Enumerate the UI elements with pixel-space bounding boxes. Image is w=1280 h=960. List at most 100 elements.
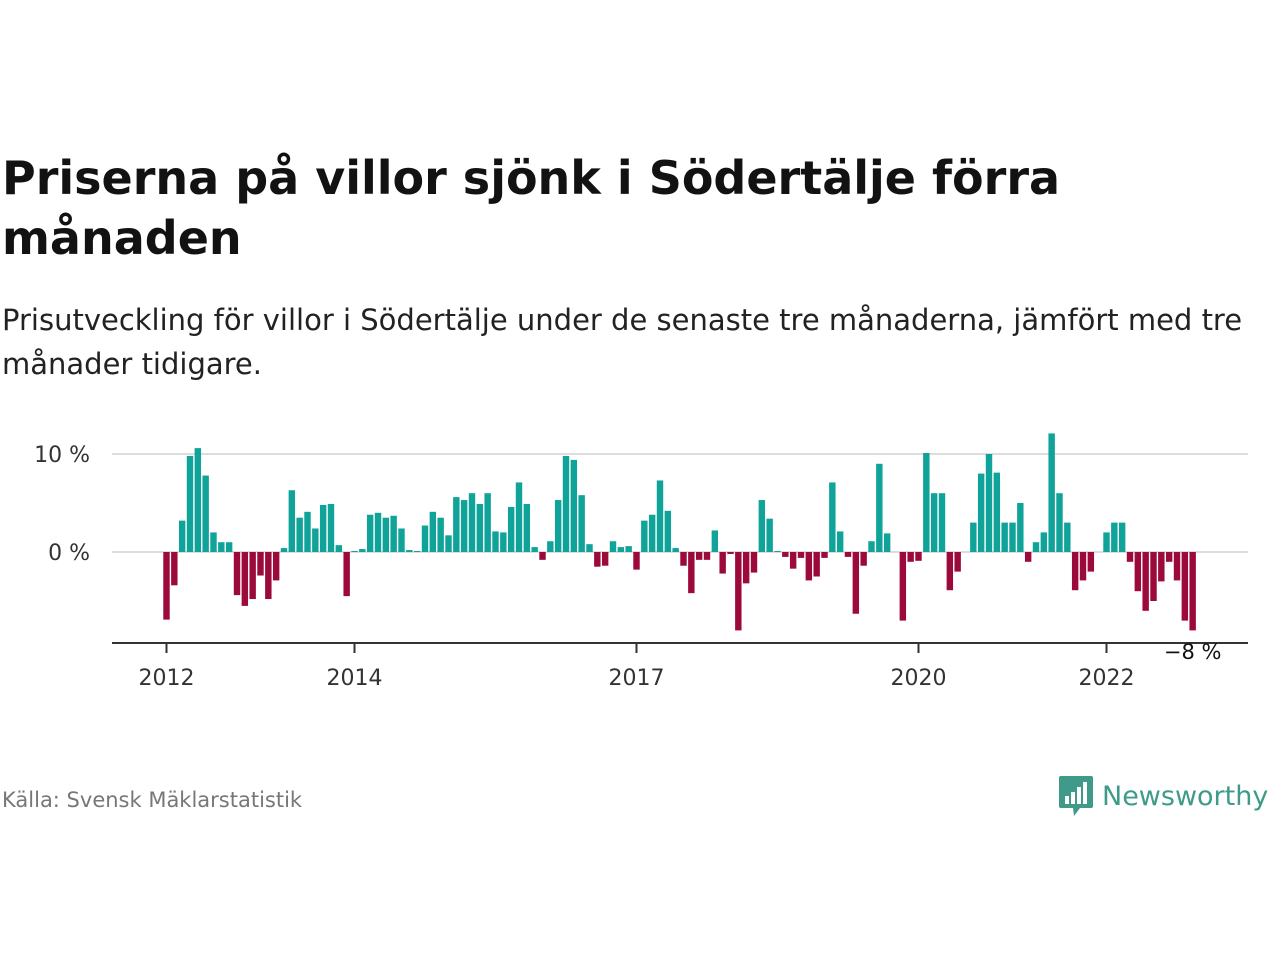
x-tick-label: 2012: [139, 666, 195, 691]
bar: [860, 552, 867, 566]
y-axis-labels: 0 % 10 %: [34, 443, 90, 566]
y-tick-label: 10 %: [34, 443, 90, 468]
bar: [907, 552, 914, 562]
bar: [1048, 433, 1055, 552]
bar: [249, 552, 256, 600]
bar: [727, 552, 734, 554]
chart-subtitle: Prisutveckling för villor i Södertälje u…: [2, 303, 1243, 381]
bar: [1189, 552, 1196, 631]
bar: [429, 511, 437, 552]
bar: [813, 552, 820, 577]
bar: [1001, 522, 1008, 552]
bar: [304, 511, 311, 552]
bar: [829, 482, 836, 552]
bar: [202, 475, 209, 552]
bar: [1181, 552, 1189, 621]
bar: [970, 522, 977, 552]
bar: [1032, 542, 1040, 552]
bar: [664, 510, 672, 552]
bar: [186, 455, 194, 552]
bar: [437, 517, 444, 552]
bar: [531, 547, 538, 552]
bar: [876, 463, 883, 552]
bar: [539, 552, 546, 560]
bar: [782, 552, 789, 557]
bar: [617, 547, 625, 552]
x-tick-label: 2014: [327, 666, 383, 691]
bar: [1111, 522, 1118, 552]
bar: [805, 552, 813, 581]
bar: [319, 504, 327, 552]
bar: [445, 535, 452, 552]
bar: [954, 552, 961, 572]
bar: [288, 490, 296, 552]
bar: [359, 549, 366, 552]
bar: [852, 552, 860, 614]
bar: [672, 548, 679, 552]
bar: [171, 552, 178, 586]
bar: [915, 552, 922, 561]
bar: [586, 544, 593, 552]
bar: [735, 552, 742, 631]
bar: [1103, 532, 1110, 552]
chart-title: Priserna på villor sjönk i Södertälje fö…: [2, 151, 1061, 265]
bar: [398, 528, 405, 552]
bar: [194, 448, 202, 552]
y-tick-label: 0 %: [48, 541, 90, 566]
bar-chart: 0 % 10 % 2012 2014 2017 2020 2022 −8 %: [34, 433, 1248, 691]
x-tick-label: 2020: [891, 666, 947, 691]
bar: [178, 520, 186, 552]
bar: [327, 503, 335, 552]
bar: [366, 514, 374, 552]
bar: [977, 473, 985, 552]
bar: [844, 552, 852, 557]
bar: [789, 552, 797, 569]
bar: [523, 503, 531, 552]
bar: [1024, 552, 1032, 562]
bar: [547, 541, 554, 552]
bar: [1009, 522, 1016, 552]
bar: [601, 552, 609, 566]
bar: [1056, 493, 1063, 552]
bar: [492, 531, 499, 552]
bar: [719, 552, 726, 574]
bar: [1071, 552, 1079, 591]
bar: [1040, 532, 1048, 552]
bar: [797, 552, 805, 558]
bar: [382, 517, 390, 552]
bar: [554, 500, 562, 552]
bar: [460, 500, 468, 552]
bar: [265, 552, 272, 600]
bar: [453, 497, 460, 552]
bar: [625, 546, 632, 552]
bar: [343, 552, 350, 597]
bar: [374, 512, 382, 552]
bar: [163, 552, 170, 620]
bar: [1173, 552, 1181, 581]
bar: [609, 541, 617, 552]
bar: [641, 520, 648, 552]
bar: [1118, 522, 1126, 552]
bar: [312, 528, 319, 552]
bar: [656, 480, 664, 552]
bar: [1142, 552, 1149, 611]
bar: [390, 515, 397, 552]
bar: [750, 552, 758, 573]
bar: [233, 552, 241, 596]
bar: [946, 552, 954, 591]
bar: [648, 514, 656, 552]
bar: [930, 493, 938, 552]
bar: [821, 552, 828, 558]
bar: [633, 552, 640, 570]
bar: [218, 542, 225, 552]
bar: [1064, 522, 1071, 552]
bar: [257, 552, 264, 576]
bar: [868, 541, 875, 552]
bar: [836, 531, 844, 552]
bar: [688, 552, 695, 594]
bar: [1017, 503, 1024, 552]
bar: [280, 548, 288, 552]
bar: [515, 482, 523, 552]
bar: [241, 552, 249, 606]
bar: [225, 542, 233, 552]
